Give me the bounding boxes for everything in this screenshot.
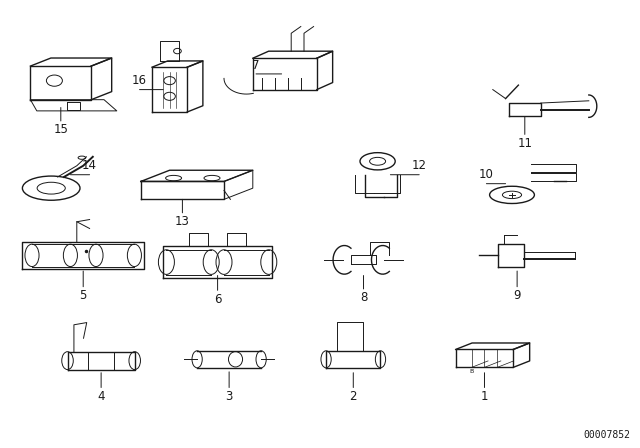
Text: 15: 15 — [53, 123, 68, 136]
Text: 5: 5 — [79, 289, 87, 302]
Text: 1: 1 — [481, 390, 488, 403]
Text: 8: 8 — [360, 291, 367, 304]
Text: 10: 10 — [479, 168, 494, 181]
Text: B: B — [470, 369, 474, 374]
Text: 14: 14 — [82, 159, 97, 172]
Text: 6: 6 — [214, 293, 221, 306]
Text: 2: 2 — [349, 390, 357, 403]
Text: 9: 9 — [513, 289, 521, 302]
Text: 7: 7 — [252, 59, 260, 72]
Text: 3: 3 — [225, 390, 233, 403]
Text: 4: 4 — [97, 390, 105, 403]
Text: 12: 12 — [412, 159, 427, 172]
Text: 11: 11 — [517, 137, 532, 150]
Text: 00007852: 00007852 — [584, 430, 630, 440]
Text: 16: 16 — [132, 74, 147, 87]
Text: 13: 13 — [175, 215, 190, 228]
